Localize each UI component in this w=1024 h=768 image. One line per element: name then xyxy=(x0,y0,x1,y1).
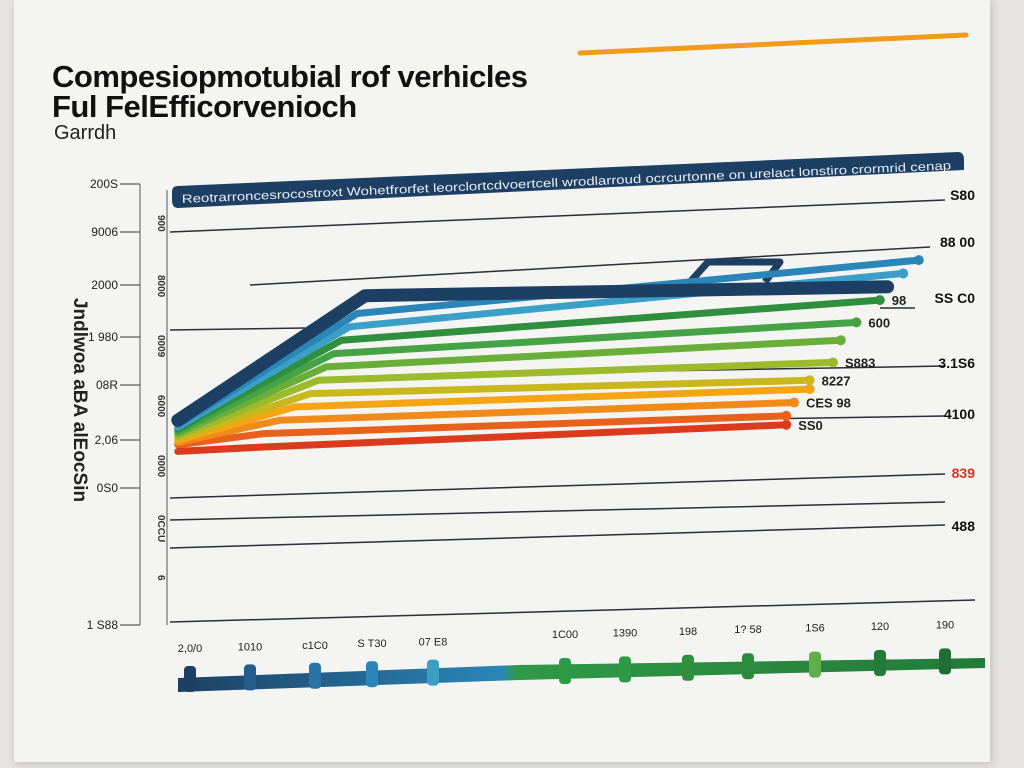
timeline-label: 1010 xyxy=(238,641,262,653)
timeline-marker xyxy=(244,664,256,691)
timeline-label: 190 xyxy=(936,619,954,631)
inner-column-label: 6 xyxy=(155,575,166,581)
timeline-marker xyxy=(939,648,951,675)
series-line-3 xyxy=(174,296,884,433)
inner-column-label: 6000 xyxy=(155,395,166,418)
series-line-6 xyxy=(174,358,837,440)
timeline-label: 1C00 xyxy=(552,629,578,641)
timeline-label: 120 xyxy=(871,621,889,633)
y-tick-label: 200S xyxy=(90,177,118,191)
series-end-marker-3 xyxy=(874,295,885,306)
series-end-marker-11 xyxy=(781,419,792,430)
right-value-label: SS C0 xyxy=(935,290,976,306)
chart-subtitle: Garrdh xyxy=(54,122,117,144)
chart-title-line1: Compesiopmotubial rof verhicles xyxy=(52,59,528,94)
series-end-label: 600 xyxy=(868,315,890,330)
timeline-label: S T30 xyxy=(357,638,386,650)
series-line-0 xyxy=(171,280,895,427)
series-end-marker-6 xyxy=(828,357,838,368)
series-end-marker-7 xyxy=(804,375,815,386)
chart-title: Compesiopmotubial rof verhicles Ful FelE… xyxy=(52,59,528,124)
y-tick-label: 2,06 xyxy=(95,433,119,447)
timeline-label: 2,0/0 xyxy=(178,643,202,655)
series-line-11 xyxy=(174,421,790,455)
series-end-label: S883 xyxy=(845,355,875,370)
reference-line xyxy=(169,501,946,521)
series-line-10 xyxy=(174,412,790,449)
timeline-bar xyxy=(178,658,985,692)
series-end-label: 8227 xyxy=(822,373,851,388)
inner-column-label: 8000 xyxy=(155,275,166,298)
right-value-label: S80 xyxy=(950,187,975,203)
series-end-label: 98 xyxy=(892,293,906,308)
series-end-marker-0 xyxy=(881,280,894,293)
timeline-label: 1390 xyxy=(613,627,637,639)
series-line-5 xyxy=(174,336,845,438)
right-value-label: 488 xyxy=(952,518,976,534)
inner-column-label: 900 xyxy=(155,215,166,232)
timeline-marker xyxy=(874,650,886,676)
inner-column-label: 0000 xyxy=(155,455,166,478)
series-end-marker-5 xyxy=(835,335,846,346)
y-tick-label: 1 980 xyxy=(88,330,118,344)
timeline-marker xyxy=(184,666,196,692)
timeline-label: 1S6 xyxy=(805,623,825,635)
series-line-9 xyxy=(174,399,798,446)
series-end-marker-9 xyxy=(789,397,799,408)
y-axis-title: Jndlwoa aBA alEocSin xyxy=(69,298,90,502)
series-line-7 xyxy=(174,376,814,442)
timeline-label: 198 xyxy=(679,626,697,638)
right-value-label: 839 xyxy=(952,465,976,481)
right-value-label: 3.1S6 xyxy=(938,355,975,371)
reference-line xyxy=(169,473,946,499)
series-end-marker-2 xyxy=(898,268,909,279)
reference-line xyxy=(169,199,946,233)
timeline-marker xyxy=(682,654,694,681)
y-tick-label: 1 S88 xyxy=(87,618,119,632)
series-end-marker-1 xyxy=(913,255,924,266)
y-tick-label: 2000 xyxy=(91,278,118,292)
timeline-label: 07 E8 xyxy=(419,637,448,649)
timeline-marker xyxy=(809,651,821,678)
paper-sheet xyxy=(14,0,990,762)
right-value-label: 88 00 xyxy=(940,234,975,250)
timeline-label: c1C0 xyxy=(302,640,328,652)
series-line-4 xyxy=(174,318,860,435)
timeline-marker xyxy=(309,662,321,689)
reference-line xyxy=(169,524,946,549)
timeline-marker xyxy=(559,658,571,684)
series-end-marker-10 xyxy=(781,410,792,421)
series-end-label: SS0 xyxy=(798,418,823,433)
reference-line xyxy=(169,599,976,623)
y-tick-label: 9006 xyxy=(91,225,118,239)
reference-line xyxy=(249,246,931,286)
chart-title-line2: Ful FelEfficorvenioch xyxy=(52,89,357,124)
timeline-marker xyxy=(742,653,754,680)
y-tick-label: 0S0 xyxy=(97,481,119,495)
y-tick-label: 08R xyxy=(96,378,118,392)
banner-background xyxy=(172,152,964,208)
right-value-label: 4100 xyxy=(944,406,975,422)
timeline-marker xyxy=(619,656,631,683)
inner-column-label: 0009 xyxy=(155,335,166,358)
timeline-marker xyxy=(366,661,378,688)
timeline-marker xyxy=(427,659,439,686)
inner-column-label: 0CCU xyxy=(155,515,166,542)
series-line-8 xyxy=(174,385,814,444)
accent-line xyxy=(577,32,969,56)
series-end-marker-8 xyxy=(804,384,815,395)
series-end-label: CES 98 xyxy=(806,396,851,411)
series-end-marker-4 xyxy=(851,317,862,328)
timeline-label: 1? 58 xyxy=(734,624,762,636)
reference-line xyxy=(169,327,306,331)
